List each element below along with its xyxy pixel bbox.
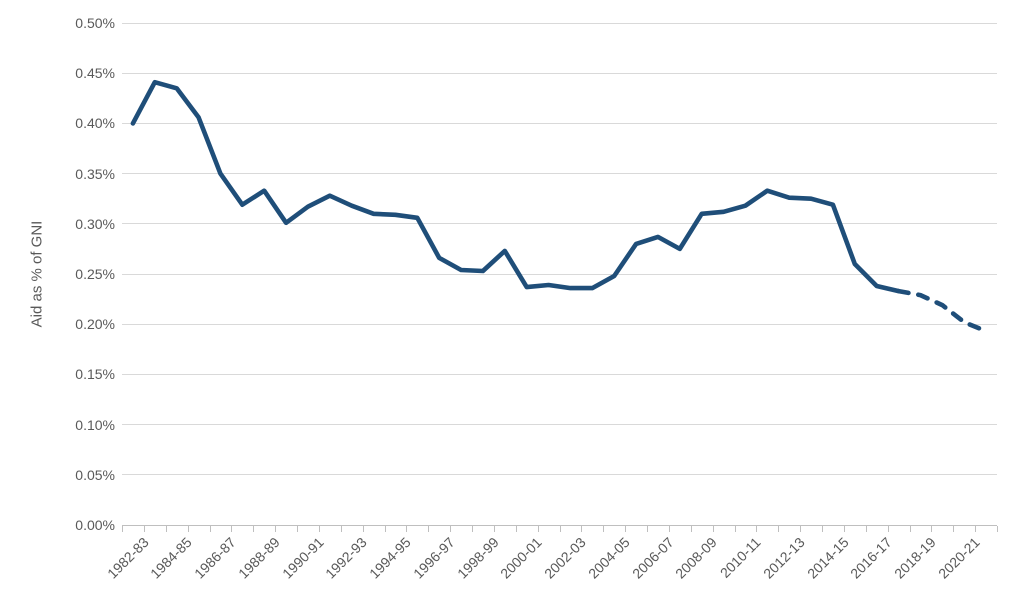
y-tick-label: 0.00%	[75, 517, 115, 533]
x-axis-tick	[318, 526, 320, 532]
y-tick-label: 0.50%	[75, 15, 115, 31]
x-axis-tick	[275, 526, 277, 532]
x-axis-tick	[384, 526, 386, 532]
x-axis-tick	[887, 526, 889, 532]
x-axis-tick	[493, 526, 495, 532]
x-axis-tick	[187, 526, 189, 532]
y-tick-label: 0.45%	[75, 65, 115, 82]
y-tick-label: 0.30%	[75, 215, 115, 232]
y-tick-label: 0.20%	[75, 316, 115, 333]
y-gridline	[122, 72, 997, 74]
x-axis-tick	[690, 526, 692, 532]
y-tick-label: 0.05%	[75, 466, 115, 483]
x-axis-tick	[953, 526, 955, 532]
x-axis-tick	[931, 526, 933, 532]
x-axis-tick	[843, 526, 845, 532]
x-axis-tick	[362, 526, 364, 532]
y-gridline	[122, 22, 997, 24]
y-gridline	[122, 173, 997, 175]
x-axis-tick	[647, 526, 648, 532]
y-gridline	[122, 122, 997, 124]
x-axis-tick	[165, 526, 167, 532]
y-tick-label: 0.15%	[75, 366, 115, 383]
y-gridline	[122, 323, 997, 325]
x-axis-tick	[800, 526, 802, 532]
x-axis-line	[122, 525, 997, 526]
x-axis-tick	[909, 526, 911, 532]
y-gridline	[122, 474, 997, 476]
y-gridline	[122, 424, 997, 426]
y-gridline	[122, 223, 997, 225]
aid-line-solid	[130, 79, 901, 294]
x-axis-tick	[625, 526, 627, 532]
x-axis-tick	[209, 526, 211, 532]
x-axis-tick	[253, 526, 255, 532]
x-axis-tick	[778, 526, 780, 532]
x-axis-tick	[231, 526, 233, 532]
x-axis-tick	[122, 526, 123, 532]
x-axis-tick	[428, 526, 430, 532]
y-tick-label: 0.35%	[75, 165, 115, 182]
x-axis-tick	[603, 526, 605, 532]
y-gridline	[122, 373, 997, 375]
y-tick-label: 0.25%	[75, 266, 115, 282]
x-axis-tick	[143, 526, 145, 532]
y-tick-label: 0.40%	[75, 115, 115, 132]
y-tick-label: 0.10%	[75, 416, 115, 433]
x-axis-tick	[537, 526, 539, 532]
x-axis-tick	[865, 526, 867, 532]
x-axis-tick	[734, 526, 736, 532]
x-axis-tick	[297, 526, 298, 532]
y-gridline	[122, 273, 997, 275]
x-axis-tick	[822, 526, 823, 532]
x-axis-tick	[406, 526, 408, 532]
x-axis-tick	[450, 526, 452, 532]
aid-line-forecast-dashed	[896, 288, 989, 334]
x-axis-tick	[515, 526, 517, 532]
x-axis-tick	[581, 526, 583, 532]
x-axis-tick	[668, 526, 670, 532]
x-axis-tick	[559, 526, 561, 532]
x-axis-tick	[756, 526, 758, 532]
x-axis-tick	[975, 526, 977, 532]
x-axis-tick	[997, 526, 998, 532]
x-axis-tick	[340, 526, 342, 532]
x-axis-tick	[472, 526, 473, 532]
x-axis-tick	[712, 526, 714, 532]
